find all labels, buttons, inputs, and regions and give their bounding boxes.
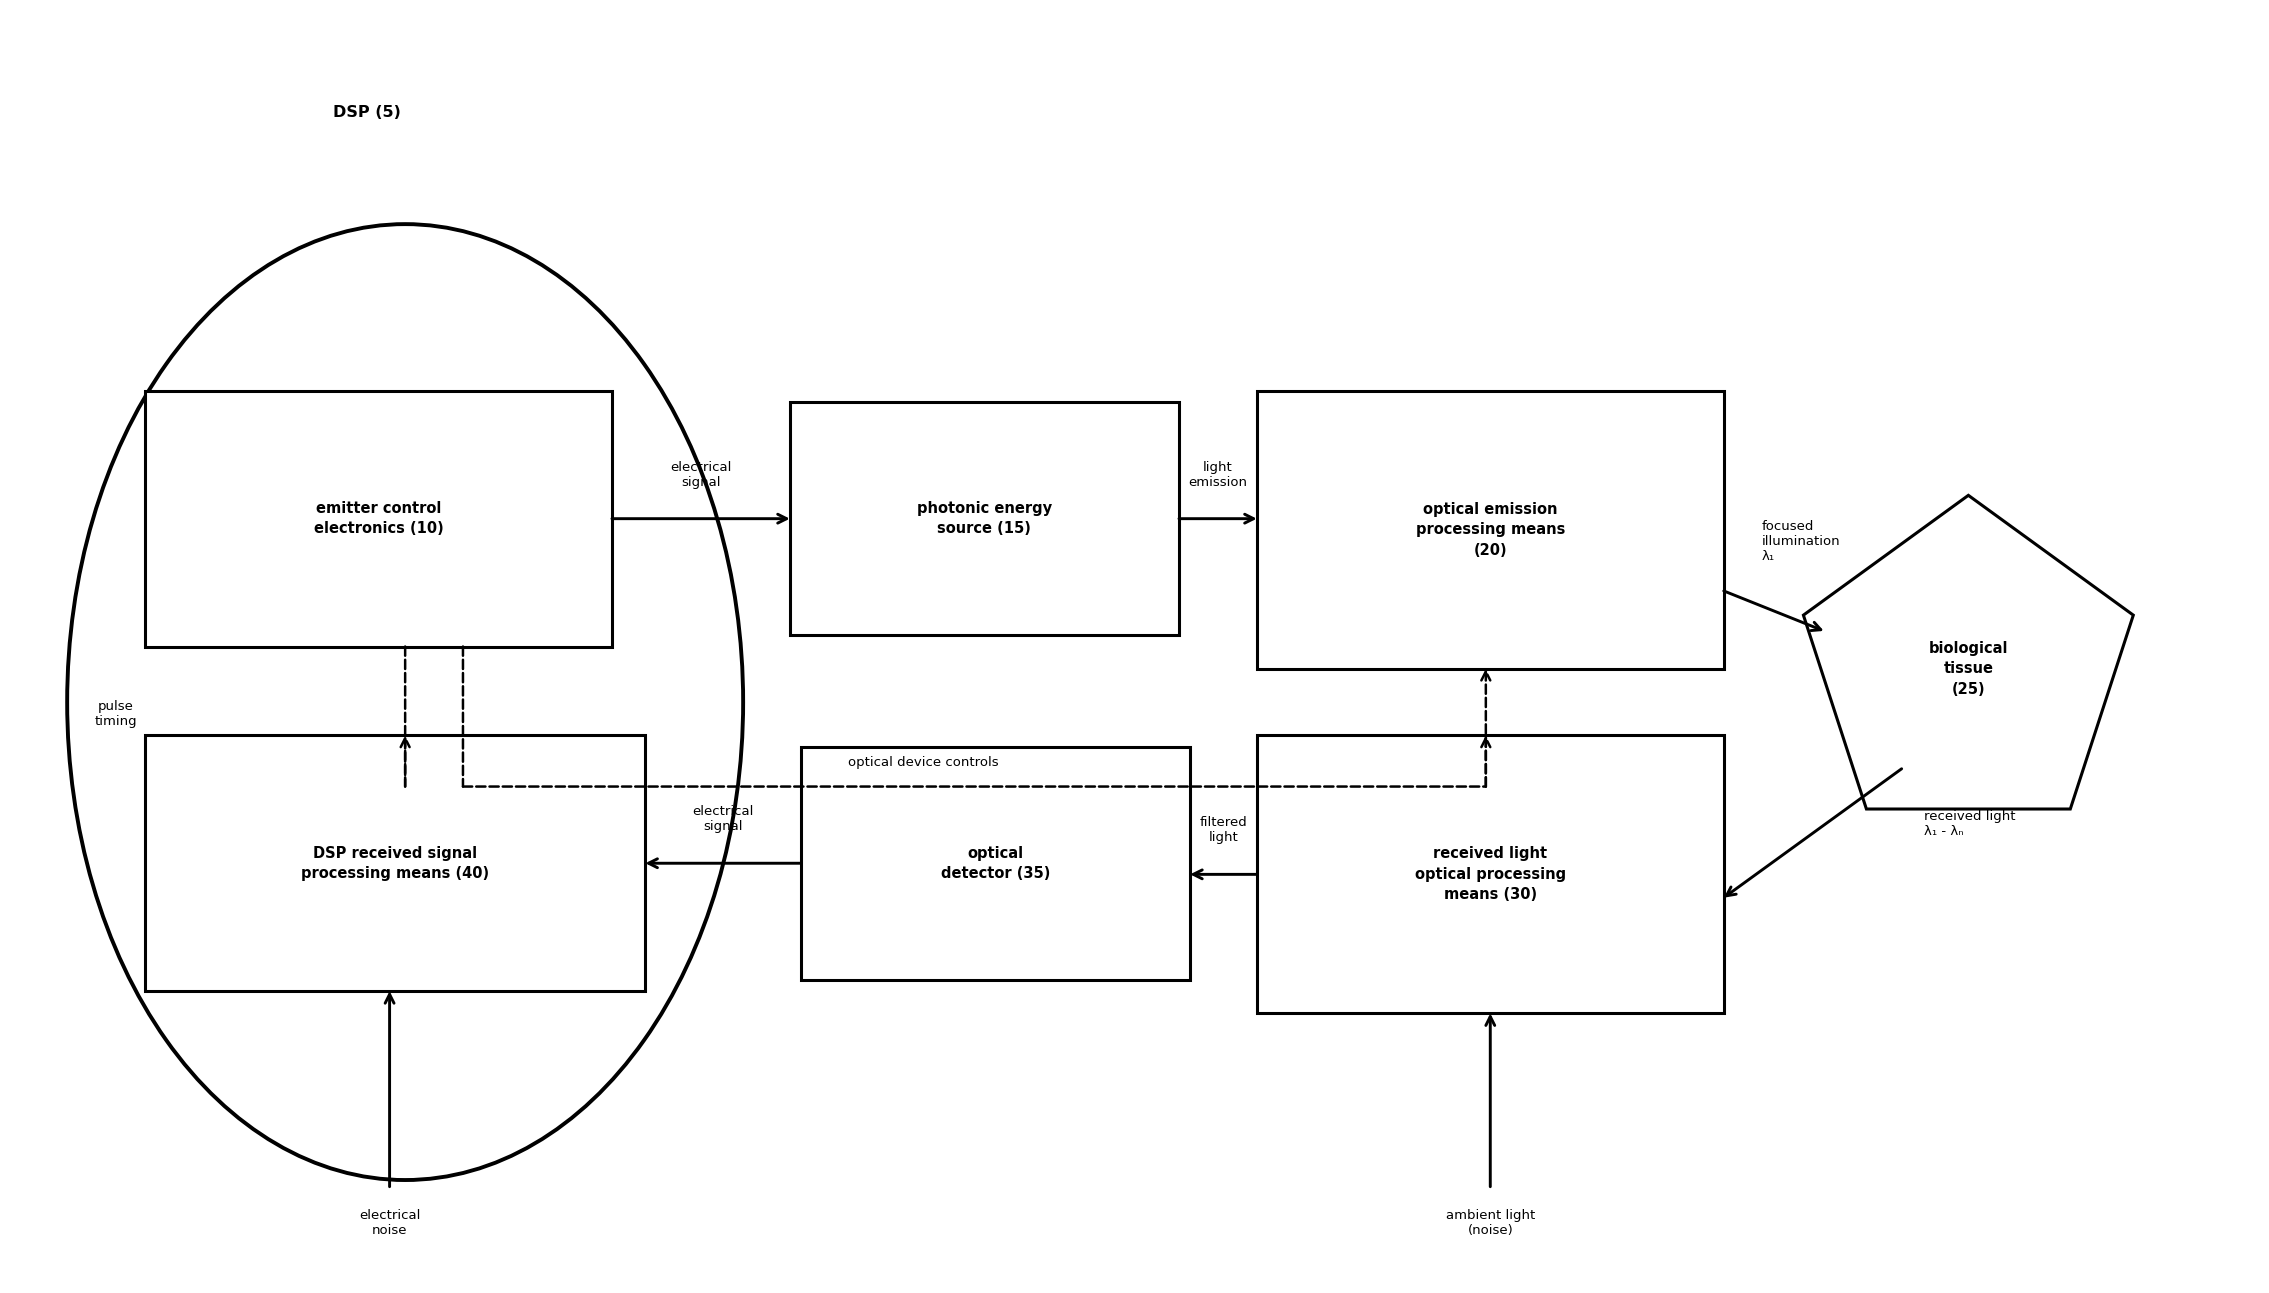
Text: optical device controls: optical device controls [849,756,998,769]
Text: photonic energy
source (15): photonic energy source (15) [917,500,1053,537]
Text: received light
optical processing
means (30): received light optical processing means … [1414,847,1566,903]
Text: filtered
light: filtered light [1200,816,1248,844]
Text: focused
illumination
λ₁: focused illumination λ₁ [1761,520,1840,562]
Text: electrical
signal: electrical signal [669,460,731,489]
FancyBboxPatch shape [801,746,1191,980]
FancyBboxPatch shape [1257,390,1724,668]
FancyBboxPatch shape [790,402,1180,635]
Text: biological
tissue
(25): biological tissue (25) [1929,641,2008,697]
FancyBboxPatch shape [145,390,613,646]
Text: received light
λ₁ - λₙ: received light λ₁ - λₙ [1924,811,2015,838]
Text: emitter control
electronics (10): emitter control electronics (10) [313,500,442,537]
Text: ambient light
(noise): ambient light (noise) [1445,1209,1534,1237]
Text: optical
detector (35): optical detector (35) [942,846,1051,881]
FancyBboxPatch shape [1257,736,1724,1014]
Text: electrical
signal: electrical signal [692,806,753,833]
Text: DSP (5): DSP (5) [334,106,402,120]
Text: light
emission: light emission [1189,460,1248,489]
Text: pulse
timing: pulse timing [95,701,138,728]
FancyBboxPatch shape [145,736,644,990]
Text: DSP received signal
processing means (40): DSP received signal processing means (40… [302,846,490,881]
Text: electrical
noise: electrical noise [359,1209,420,1237]
Text: optical emission
processing means
(20): optical emission processing means (20) [1416,502,1566,557]
